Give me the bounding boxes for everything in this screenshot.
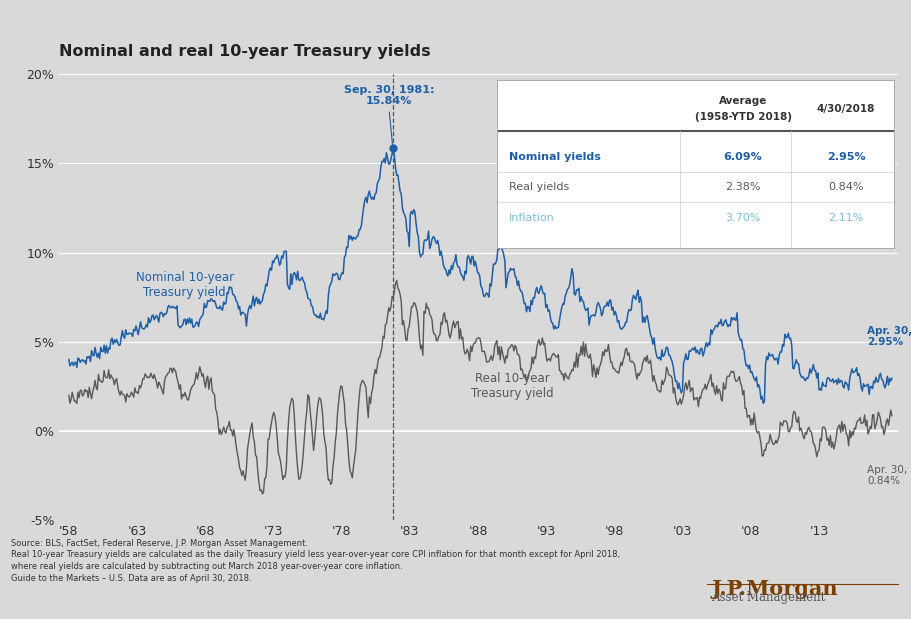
Text: Nominal and real 10-year Treasury yields: Nominal and real 10-year Treasury yields: [59, 44, 430, 59]
Text: 6.09%: 6.09%: [722, 152, 762, 162]
Text: Nominal yields: Nominal yields: [508, 152, 600, 162]
Text: Inflation: Inflation: [508, 212, 554, 222]
Text: Average: Average: [718, 95, 766, 105]
Text: 4/30/2018: 4/30/2018: [816, 104, 875, 114]
Text: J.P.Morgan: J.P.Morgan: [711, 579, 837, 599]
Text: Real yields: Real yields: [508, 183, 568, 193]
Text: 0.84%: 0.84%: [827, 183, 863, 193]
Text: Sep. 30, 1981:
15.84%: Sep. 30, 1981: 15.84%: [343, 85, 434, 145]
Text: 2.38%: 2.38%: [724, 183, 760, 193]
Text: Real 10-year
Treasury yield: Real 10-year Treasury yield: [470, 372, 553, 400]
Text: Apr. 30, 2018:
0.84%: Apr. 30, 2018: 0.84%: [866, 465, 911, 486]
Text: Apr. 30, 2018:
2.95%: Apr. 30, 2018: 2.95%: [866, 326, 911, 347]
Text: 2.95%: 2.95%: [826, 152, 865, 162]
Text: Nominal 10-year
Treasury yield: Nominal 10-year Treasury yield: [136, 271, 233, 298]
Text: 2.11%: 2.11%: [827, 212, 863, 222]
Text: 3.70%: 3.70%: [724, 212, 760, 222]
Text: Source: BLS, FactSet, Federal Reserve, J.P. Morgan Asset Management.
Real 10-yea: Source: BLS, FactSet, Federal Reserve, J…: [11, 539, 619, 583]
Text: (1958-YTD 2018): (1958-YTD 2018): [694, 112, 791, 122]
Text: Asset Management: Asset Management: [711, 591, 824, 604]
